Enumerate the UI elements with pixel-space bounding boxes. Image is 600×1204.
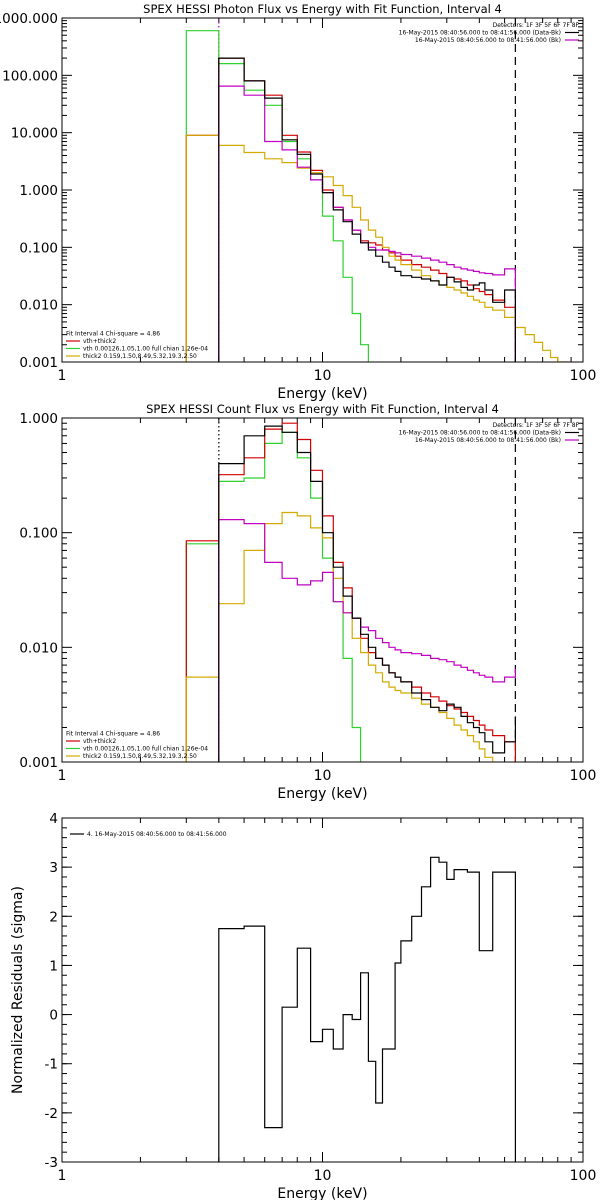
y-tick-label: 1 xyxy=(49,958,58,974)
y-tick-label: 0.001 xyxy=(19,355,58,371)
y-tick-label: 0.010 xyxy=(19,298,58,314)
y-tick-label: 100.000 xyxy=(2,68,58,84)
x-tick-label: 10 xyxy=(314,768,332,784)
y-tick-label: 10.000 xyxy=(11,126,58,142)
x-tick-label: 10 xyxy=(314,1168,332,1184)
series-vth xyxy=(185,431,362,762)
legend-bl-entry: vth+thick2 xyxy=(83,738,116,745)
series-vth xyxy=(185,30,369,362)
legend-tr-entry: 16-May-2015 08:40:56.000 to 08:41:56.000… xyxy=(399,430,561,437)
y-tick-label: 1000.000 xyxy=(0,11,58,27)
legend-entry: 4. 16-May-2015 08:40:56.000 to 08:41:56.… xyxy=(87,831,227,838)
y-tick-label: 0.100 xyxy=(19,526,58,542)
y-tick-label: 1.000 xyxy=(19,411,58,427)
y-axis-label: Normalized Residuals (sigma) xyxy=(10,886,26,1094)
chart-title: SPEX HESSI Photon Flux vs Energy with Fi… xyxy=(143,2,502,16)
y-tick-label: 4 xyxy=(49,811,58,827)
x-tick-label: 1 xyxy=(58,368,67,384)
y-tick-label: -1 xyxy=(45,1057,58,1073)
x-tick-label: 1 xyxy=(58,1168,67,1184)
y-tick-label: 0.001 xyxy=(19,755,58,771)
legend-bl-entry: thick2 0.159,1.50,8.49,5.32,19.3,2.50 xyxy=(83,353,197,360)
series-group xyxy=(185,422,516,762)
series-group xyxy=(185,30,572,362)
legend-bl-entry: vth+thick2 xyxy=(83,338,116,345)
chart-title: SPEX HESSI Count Flux vs Energy with Fit… xyxy=(146,402,499,416)
legend-bl-entry: vth 0.00126,1.05,1.00 full chian 1.26e-0… xyxy=(83,746,208,753)
x-tick-label: 100 xyxy=(570,1168,597,1184)
x-tick-label: 100 xyxy=(570,768,597,784)
legend-bl-entry: Fit Interval 4 Chi-square = 4.86 xyxy=(66,731,160,738)
legend-tr-entry: 16-May-2015 08:40:56.000 to 08:41:56.000… xyxy=(415,37,561,44)
y-tick-label: 1.000 xyxy=(19,183,58,199)
x-axis-label: Energy (keV) xyxy=(277,386,367,402)
legend-tr-entry: Detectors: 1F 3F 5F 6F 7F 8F xyxy=(493,22,580,29)
y-tick-label: 0.010 xyxy=(19,640,58,656)
series-thick2 xyxy=(185,511,494,762)
series-vth-thick2 xyxy=(185,57,516,362)
chart-panel-1: SPEX HESSI Photon Flux vs Energy with Fi… xyxy=(0,2,596,402)
series-data-bk xyxy=(218,425,516,762)
series-data-bk xyxy=(218,57,516,362)
legend-bl-entry: Fit Interval 4 Chi-square = 4.86 xyxy=(66,331,160,338)
series-bk xyxy=(218,519,516,762)
y-tick-label: 0 xyxy=(49,1008,58,1024)
y-tick-label: 3 xyxy=(49,860,58,876)
y-tick-label: 2 xyxy=(49,909,58,925)
legend-bl-entry: vth 0.00126,1.05,1.00 full chian 1.26e-0… xyxy=(83,346,208,353)
chart-panel-2: SPEX HESSI Count Flux vs Energy with Fit… xyxy=(19,402,596,802)
x-tick-label: 10 xyxy=(314,368,332,384)
y-tick-label: 0.100 xyxy=(19,240,58,256)
plot-frame xyxy=(61,417,584,763)
series-bk xyxy=(218,85,516,362)
legend-tr-entry: Detectors: 1F 3F 5F 6F 7F 8F xyxy=(493,422,580,429)
legend-tr-entry: 16-May-2015 08:40:56.000 to 08:41:56.000… xyxy=(415,437,561,444)
y-tick-label: -2 xyxy=(45,1106,58,1122)
legend-tr-entry: 16-May-2015 08:40:56.000 to 08:41:56.000… xyxy=(399,30,561,37)
plot-frame xyxy=(61,17,584,363)
chart-panel-3: 1 10 100 -3 -2 -1 0 1 2 3 4 Energy (keV) Normalized … xyxy=(10,811,597,1202)
y-tick-label: -3 xyxy=(45,1155,58,1171)
x-tick-label: 1 xyxy=(58,768,67,784)
series-4-16-may-2015-08-40-56-000-to-08-41-56-000 xyxy=(218,856,516,1162)
x-axis-label: Energy (keV) xyxy=(277,786,367,802)
series-group xyxy=(218,856,516,1162)
plot-frame xyxy=(61,817,584,1163)
legend-bl-entry: thick2 0.159,1.50,8.49,5.32,19.3,2.50 xyxy=(83,753,197,760)
series-vth-thick2 xyxy=(185,422,516,762)
x-tick-label: 100 xyxy=(570,368,597,384)
x-axis-label: Energy (keV) xyxy=(277,1186,367,1200)
